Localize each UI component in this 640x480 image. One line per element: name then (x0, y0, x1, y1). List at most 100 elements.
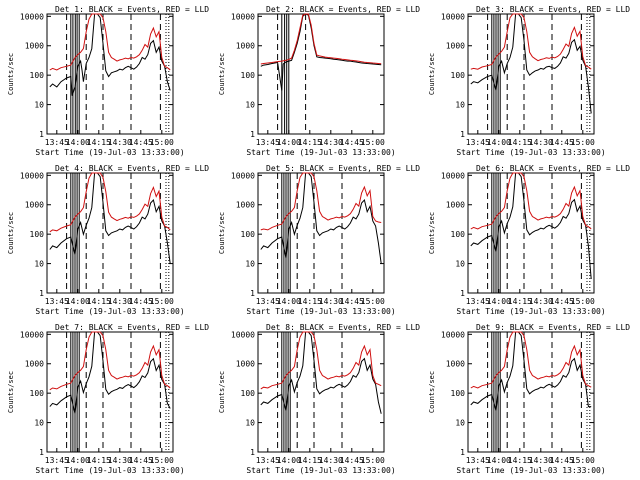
y-tick-label: 10000 (441, 12, 465, 21)
y-tick-label: 100 (451, 71, 466, 80)
detector-panel-7: Det 7: BLACK = Events, RED = LLD 1 10 100 10… (7, 323, 209, 475)
events-series-line (49, 172, 171, 264)
x-axis-label: Start Time (19-Jul-03 13:33:00) (456, 466, 605, 475)
x-tick-label: 14:15 (87, 138, 111, 147)
x-tick-label: 14:30 (319, 456, 343, 465)
y-tick-label: 1 (39, 448, 44, 457)
y-axis-label: Counts/sec (428, 53, 436, 95)
y-tick-label: 1 (250, 130, 255, 139)
x-tick-label: 15:00 (571, 456, 595, 465)
x-tick-label: 14:45 (550, 456, 574, 465)
x-tick-label: 13:45 (256, 138, 280, 147)
x-tick-label: 14:00 (277, 138, 301, 147)
panel-title: Det 3: BLACK = Events, RED = LLD (476, 5, 630, 14)
y-tick-label: 10 (34, 419, 44, 428)
y-tick-label: 10 (455, 419, 465, 428)
x-tick-label: 14:45 (340, 138, 364, 147)
y-tick-label: 10000 (20, 330, 44, 339)
x-tick-label: 14:30 (108, 297, 132, 306)
x-tick-label: 15:00 (150, 456, 174, 465)
x-tick-label: 14:45 (550, 297, 574, 306)
plot-frame (467, 172, 595, 294)
y-axis-label: Counts/sec (7, 212, 15, 254)
x-tick-label: 13:45 (45, 138, 69, 147)
y-tick-label: 10 (34, 101, 44, 110)
x-tick-label: 15:00 (150, 297, 174, 306)
y-tick-label: 10 (245, 419, 255, 428)
y-tick-label: 100 (241, 389, 256, 398)
detector-panel-4: Det 4: BLACK = Events, RED = LLD 1 10 100 10… (7, 164, 209, 316)
plot-frame (257, 172, 385, 294)
y-tick-label: 100 (30, 230, 45, 239)
plot-frame (257, 331, 385, 453)
y-tick-label: 10 (34, 260, 44, 269)
y-tick-label: 10000 (441, 171, 465, 180)
y-tick-label: 10000 (231, 330, 255, 339)
x-tick-label: 15:00 (361, 138, 385, 147)
x-tick-label: 14:00 (66, 297, 90, 306)
y-tick-label: 10 (245, 260, 255, 269)
detector-panel-8: Det 8: BLACK = Events, RED = LLD 1 10 100 10… (218, 323, 420, 475)
x-tick-label: 14:15 (508, 138, 532, 147)
y-axis-label: Counts/sec (218, 53, 226, 95)
lld-series-line (49, 172, 171, 233)
y-tick-label: 10000 (20, 171, 44, 180)
x-tick-label: 14:00 (66, 138, 90, 147)
x-tick-label: 14:45 (129, 456, 153, 465)
x-tick-label: 13:45 (466, 456, 490, 465)
panel-title: Det 6: BLACK = Events, RED = LLD (476, 164, 630, 173)
events-series-line (470, 13, 592, 114)
events-series-line (260, 13, 382, 91)
y-tick-label: 1000 (446, 42, 465, 51)
y-tick-label: 1000 (25, 360, 44, 369)
x-tick-label: 14:30 (529, 297, 553, 306)
x-tick-label: 13:45 (466, 138, 490, 147)
y-tick-label: 100 (451, 389, 466, 398)
plot-frame (46, 13, 174, 135)
x-tick-label: 13:45 (466, 297, 490, 306)
y-axis-label: Counts/sec (218, 212, 226, 254)
x-tick-label: 14:30 (108, 138, 132, 147)
panel-title: Det 8: BLACK = Events, RED = LLD (266, 323, 420, 332)
y-tick-label: 1 (460, 448, 465, 457)
x-tick-label: 14:00 (66, 456, 90, 465)
y-tick-label: 1 (39, 289, 44, 298)
lld-series-line (49, 331, 171, 391)
y-tick-label: 100 (241, 71, 256, 80)
events-series-line (49, 331, 171, 414)
x-tick-label: 14:30 (319, 297, 343, 306)
x-tick-label: 14:15 (298, 297, 322, 306)
lld-series-line (260, 331, 382, 390)
x-tick-label: 14:00 (487, 456, 511, 465)
lld-series-line (470, 172, 592, 230)
lld-series-line (260, 13, 382, 65)
y-tick-label: 1000 (446, 360, 465, 369)
events-series-line (49, 13, 171, 96)
detector-panel-6: Det 6: BLACK = Events, RED = LLD 1 10 100 10… (428, 164, 630, 316)
events-series-line (260, 331, 382, 414)
x-tick-label: 15:00 (361, 297, 385, 306)
x-tick-label: 14:30 (529, 138, 553, 147)
lld-series-line (470, 13, 592, 70)
x-tick-label: 14:15 (87, 456, 111, 465)
detector-panel-9: Det 9: BLACK = Events, RED = LLD 1 10 100 10… (428, 323, 630, 475)
y-axis-label: Counts/sec (428, 212, 436, 254)
x-axis-label: Start Time (19-Jul-03 13:33:00) (456, 307, 605, 316)
lld-series-line (260, 172, 382, 231)
x-tick-label: 14:45 (340, 297, 364, 306)
y-tick-label: 1 (39, 130, 44, 139)
x-tick-label: 14:00 (487, 297, 511, 306)
y-tick-label: 1000 (236, 360, 255, 369)
plot-frame (467, 13, 595, 135)
x-tick-label: 14:30 (319, 138, 343, 147)
detector-panel-2: Det 2: BLACK = Events, RED = LLD 1 10 100 10… (218, 5, 420, 157)
plot-frame (46, 172, 174, 294)
x-tick-label: 14:00 (277, 456, 301, 465)
y-tick-label: 1000 (25, 201, 44, 210)
y-tick-label: 100 (30, 71, 45, 80)
x-tick-label: 14:45 (129, 297, 153, 306)
lld-series-line (49, 13, 171, 71)
panel-title: Det 4: BLACK = Events, RED = LLD (55, 164, 209, 173)
panel-title: Det 9: BLACK = Events, RED = LLD (476, 323, 630, 332)
x-tick-label: 14:15 (298, 138, 322, 147)
